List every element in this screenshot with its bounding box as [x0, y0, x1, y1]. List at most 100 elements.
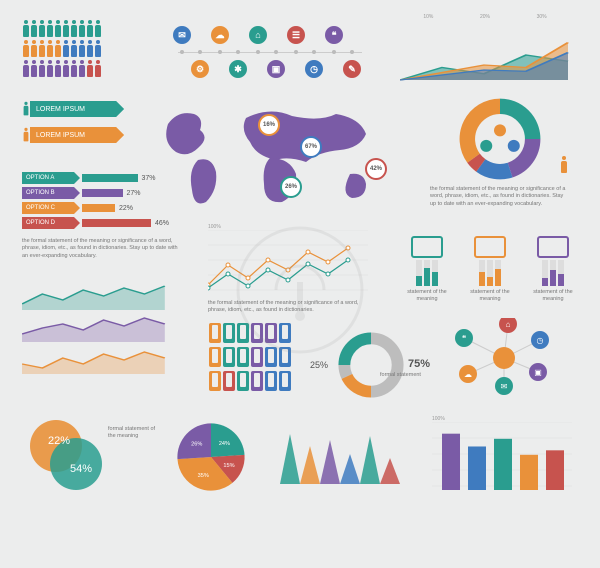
phone-icon	[237, 347, 249, 367]
person-icon	[38, 60, 46, 78]
svg-text:⌂: ⌂	[506, 320, 511, 329]
category-arrow: LOREM IPSUM	[30, 101, 116, 117]
donut-caption: the formal statement of the meaning or s…	[430, 186, 570, 208]
phone-icon	[279, 323, 291, 343]
device-caption: statement of the meaning	[463, 289, 517, 304]
person-icon	[78, 60, 86, 78]
person-icon	[30, 40, 38, 58]
person-icon	[54, 20, 62, 38]
area-x-labels: 10%20%30%	[400, 14, 570, 20]
person-icon	[30, 20, 38, 38]
option-label: OPTION D	[22, 217, 74, 229]
phone-icon	[251, 323, 263, 343]
pie-chart: 24% 15% 35% 26%	[176, 422, 246, 494]
svg-text:22%: 22%	[48, 435, 70, 447]
person-icon	[560, 156, 568, 174]
map-pin: 67%	[300, 136, 322, 158]
person-icon	[62, 40, 70, 58]
timeline-icon: ⌂	[249, 26, 267, 44]
person-icon	[54, 40, 62, 58]
option-pct: 27%	[127, 190, 141, 197]
timeline-icon: ✉	[173, 26, 191, 44]
device-icon	[537, 236, 569, 258]
svg-text:24%: 24%	[219, 441, 230, 447]
svg-text:▣: ▣	[534, 368, 542, 377]
sparkline	[22, 346, 172, 374]
half-donut: 25%75%formal statement	[316, 328, 426, 402]
phone-grid	[208, 322, 292, 394]
bar-chart: 100%	[432, 416, 572, 496]
phone-icon	[223, 323, 235, 343]
option-bars: OPTION A37%OPTION B27%OPTION C22%OPTION …	[22, 172, 182, 232]
person-icon	[54, 60, 62, 78]
person-icon	[30, 60, 38, 78]
sparkline	[22, 314, 172, 342]
half-donut-right-pct: 75%	[408, 358, 430, 370]
person-icon	[94, 20, 102, 38]
person-icon	[46, 40, 54, 58]
timeline-icon: ✱	[229, 60, 247, 78]
device-meters: statement of the meaning statement of the…	[400, 236, 580, 304]
option-bar	[82, 219, 151, 227]
person-icon	[23, 128, 29, 142]
person-icon	[78, 20, 86, 38]
person-icon	[62, 60, 70, 78]
phone-icon	[279, 347, 291, 367]
svg-text:35%: 35%	[198, 473, 209, 479]
timeline-icon: ☁	[211, 26, 229, 44]
phone-icon	[209, 371, 221, 391]
timeline-icon: ▣	[267, 60, 285, 78]
option-bar	[82, 174, 138, 182]
person-icon	[94, 60, 102, 78]
half-donut-left-pct: 25%	[310, 360, 328, 370]
timeline-icon: ◷	[305, 60, 323, 78]
person-icon	[22, 60, 30, 78]
people-grid	[22, 20, 102, 80]
person-icon	[78, 40, 86, 58]
timeline: ✉☁⌂☰❝⚙✱▣◷✎	[170, 22, 370, 82]
person-icon	[46, 60, 54, 78]
person-icon	[62, 20, 70, 38]
option-label: OPTION B	[22, 187, 74, 199]
map-pin: 42%	[365, 158, 387, 180]
phone-icon	[265, 347, 277, 367]
svg-text:15%: 15%	[223, 463, 234, 469]
phone-icon	[223, 371, 235, 391]
person-icon	[70, 20, 78, 38]
category-arrows: LOREM IPSUMLOREM IPSUM	[22, 100, 132, 152]
device-caption: statement of the meaning	[400, 289, 454, 304]
person-icon	[86, 60, 94, 78]
sparklines	[22, 282, 182, 378]
donut-chart: the formal statement of the meaning or s…	[430, 96, 570, 208]
person-icon	[46, 20, 54, 38]
person-icon	[70, 40, 78, 58]
phone-icon	[209, 347, 221, 367]
option-bar	[82, 189, 123, 197]
phone-icon	[237, 323, 249, 343]
option-label: OPTION A	[22, 172, 74, 184]
triangle-chart	[272, 416, 402, 486]
phone-icon	[251, 347, 263, 367]
option-pct: 37%	[142, 175, 156, 182]
phone-icon	[251, 371, 263, 391]
svg-text:26%: 26%	[191, 442, 202, 448]
person-icon	[86, 40, 94, 58]
svg-text:◷: ◷	[537, 336, 544, 345]
person-icon	[38, 20, 46, 38]
device-icon	[474, 236, 506, 258]
phone-icon	[223, 347, 235, 367]
device-icon	[411, 236, 443, 258]
person-icon	[38, 40, 46, 58]
phone-icon	[209, 323, 221, 343]
world-map: 16%67%26%42%	[150, 96, 400, 216]
option-pct: 22%	[119, 205, 133, 212]
timeline-icon: ✎	[343, 60, 361, 78]
timeline-icon: ❝	[325, 26, 343, 44]
person-icon	[94, 40, 102, 58]
device-caption: statement of the meaning	[526, 289, 580, 304]
phone-icon	[279, 371, 291, 391]
line-chart: 100% the formal statement of the meaning…	[208, 224, 368, 315]
phone-icon	[265, 323, 277, 343]
venn-diagram: 22%54% formal statement of the meaning	[22, 416, 152, 492]
phone-icon	[237, 371, 249, 391]
